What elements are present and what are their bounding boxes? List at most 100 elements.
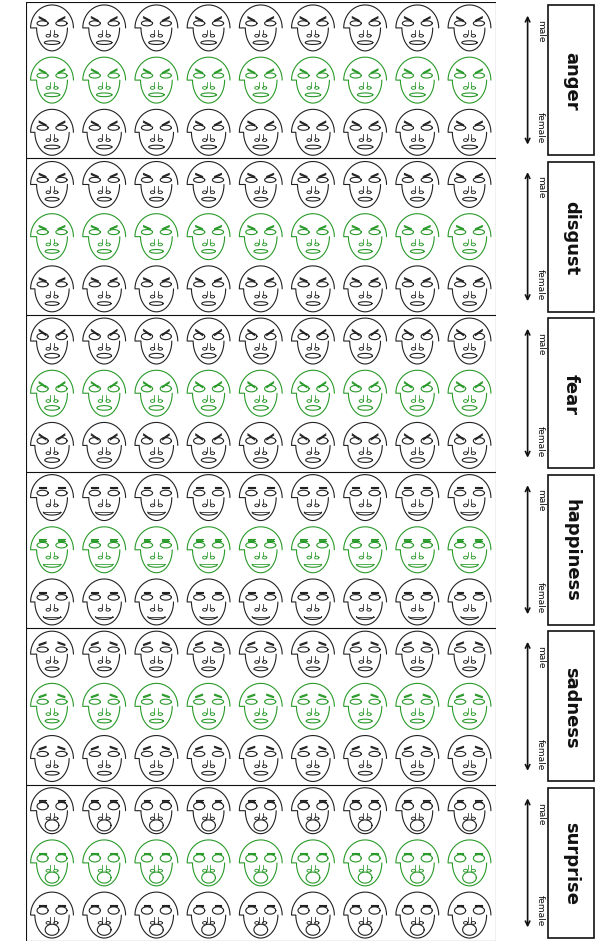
Polygon shape [352,330,359,336]
Polygon shape [215,852,221,853]
Polygon shape [215,330,221,336]
Polygon shape [405,747,411,750]
Text: male: male [536,489,545,512]
Polygon shape [248,382,254,388]
Polygon shape [267,18,274,23]
Polygon shape [215,434,221,441]
Polygon shape [58,278,65,282]
Polygon shape [162,695,169,698]
Text: surprise: surprise [562,821,580,904]
Polygon shape [405,175,411,178]
Text: male: male [536,646,545,667]
Polygon shape [58,747,65,750]
Polygon shape [58,18,65,23]
Polygon shape [144,278,150,282]
Polygon shape [91,695,98,698]
Polygon shape [352,382,359,388]
Polygon shape [319,330,326,336]
Polygon shape [457,747,464,750]
Polygon shape [248,434,254,441]
Polygon shape [371,642,378,646]
Polygon shape [319,382,326,388]
Polygon shape [476,175,482,178]
Polygon shape [476,540,482,541]
Polygon shape [300,904,307,906]
Polygon shape [319,18,326,23]
Polygon shape [476,382,482,388]
Polygon shape [91,592,98,593]
Polygon shape [423,904,430,906]
Polygon shape [476,278,482,282]
Polygon shape [91,18,98,23]
Polygon shape [58,488,65,489]
Polygon shape [267,382,274,388]
Polygon shape [58,592,65,593]
Polygon shape [110,122,117,126]
Polygon shape [58,122,65,126]
Polygon shape [91,852,98,853]
Polygon shape [267,488,274,489]
Polygon shape [58,904,65,906]
Polygon shape [300,852,307,853]
Polygon shape [162,852,169,853]
Polygon shape [457,642,464,646]
Polygon shape [476,330,482,336]
Polygon shape [405,592,411,593]
Polygon shape [215,278,221,282]
Polygon shape [195,18,203,23]
Polygon shape [248,70,254,75]
Polygon shape [405,695,411,698]
Polygon shape [91,540,98,541]
Polygon shape [144,488,150,489]
Polygon shape [405,540,411,541]
Polygon shape [476,904,482,906]
Polygon shape [110,175,117,178]
Polygon shape [300,382,307,388]
Polygon shape [319,904,326,906]
Polygon shape [162,278,169,282]
Polygon shape [110,18,117,23]
Polygon shape [162,540,169,541]
Polygon shape [300,70,307,75]
Polygon shape [457,382,464,388]
Polygon shape [91,227,98,230]
Text: female: female [536,894,545,925]
Polygon shape [215,70,221,75]
Polygon shape [144,592,150,593]
Polygon shape [352,122,359,126]
Polygon shape [405,330,411,336]
Polygon shape [319,278,326,282]
Polygon shape [371,70,378,75]
Polygon shape [319,122,326,126]
Polygon shape [319,747,326,750]
Polygon shape [248,330,254,336]
Polygon shape [39,122,46,126]
Polygon shape [215,904,221,906]
Polygon shape [352,434,359,441]
Polygon shape [144,18,150,23]
Polygon shape [215,642,221,646]
Polygon shape [300,434,307,441]
Polygon shape [162,382,169,388]
Polygon shape [162,18,169,23]
Text: female: female [536,425,545,456]
Polygon shape [457,540,464,541]
Polygon shape [248,488,254,489]
Polygon shape [162,330,169,336]
Polygon shape [39,175,46,178]
Polygon shape [267,278,274,282]
Polygon shape [405,434,411,441]
Polygon shape [195,592,203,593]
Polygon shape [144,434,150,441]
Polygon shape [352,904,359,906]
Polygon shape [371,488,378,489]
Polygon shape [371,592,378,593]
Polygon shape [405,904,411,906]
Polygon shape [457,70,464,75]
Polygon shape [215,227,221,230]
Polygon shape [423,382,430,388]
Polygon shape [319,852,326,853]
Polygon shape [319,70,326,75]
Polygon shape [423,330,430,336]
Polygon shape [423,592,430,593]
